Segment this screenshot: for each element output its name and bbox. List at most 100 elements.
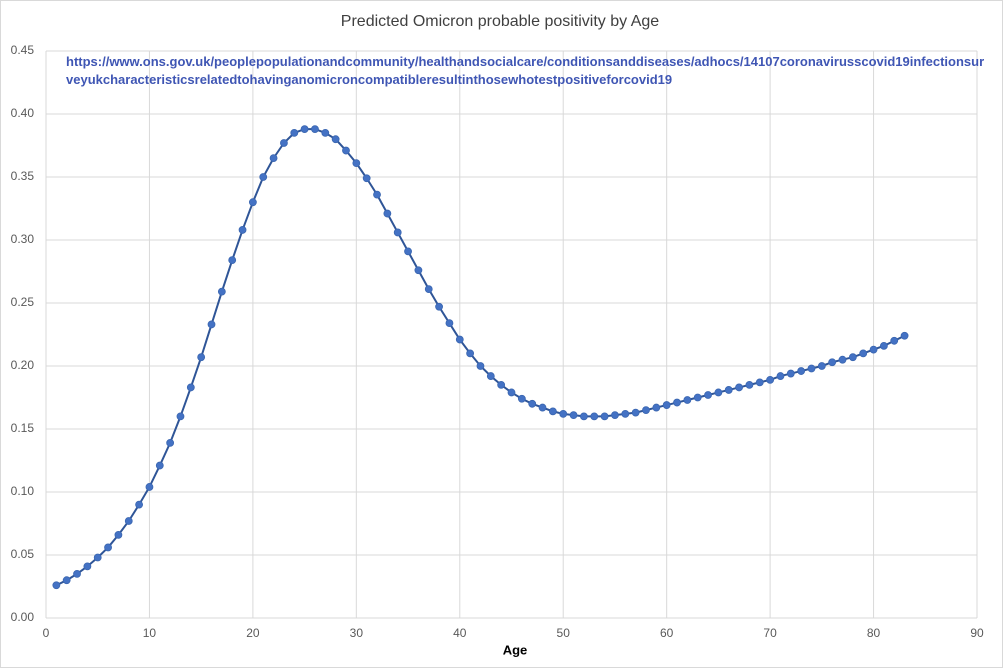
data-point (248, 198, 257, 207)
data-point (776, 372, 785, 380)
x-tick-label: 0 (43, 626, 50, 640)
data-point (269, 154, 278, 163)
data-point (538, 403, 547, 412)
data-point (290, 128, 299, 137)
data-point (352, 159, 361, 168)
data-point (155, 461, 164, 470)
data-point (745, 380, 754, 389)
data-point (135, 500, 144, 509)
data-point (445, 319, 454, 328)
y-tick-label: 0.20 (11, 358, 35, 372)
data-point (848, 353, 857, 362)
y-tick-label: 0.10 (11, 484, 35, 498)
data-point (900, 331, 909, 340)
data-point (859, 349, 868, 358)
data-point (590, 412, 599, 421)
data-point (828, 358, 837, 367)
data-point (228, 256, 237, 265)
chart-title: Predicted Omicron probable positivity by… (341, 13, 659, 30)
x-tick-label: 30 (350, 626, 364, 640)
data-point (424, 285, 433, 294)
data-point (786, 369, 795, 378)
data-point (486, 372, 495, 380)
data-point (673, 398, 681, 407)
data-point (631, 408, 640, 417)
y-tick-label: 0.15 (11, 421, 35, 435)
data-point (817, 362, 826, 370)
x-tick-label: 70 (763, 626, 777, 640)
source-annotation: https://www.ons.gov.uk/peoplepopulationa… (66, 54, 985, 87)
x-tick-label: 50 (557, 626, 571, 640)
data-point (466, 349, 475, 358)
data-point (197, 353, 206, 362)
data-point (186, 383, 195, 392)
y-tick-label: 0.25 (11, 295, 35, 309)
y-tick-label: 0.40 (11, 106, 35, 120)
data-point (373, 190, 381, 199)
data-point (321, 128, 330, 137)
data-point (455, 335, 464, 344)
y-tick-label: 0.30 (11, 232, 35, 246)
data-point (176, 412, 185, 421)
data-point (704, 391, 712, 399)
data-point (93, 553, 102, 562)
data-point (611, 411, 619, 420)
data-point (890, 336, 899, 345)
data-point (114, 530, 123, 539)
data-point (280, 139, 288, 147)
y-tick-label: 0.00 (11, 610, 35, 624)
data-point (497, 380, 506, 389)
data-point (724, 386, 733, 394)
data-point (300, 125, 309, 134)
y-tick-label: 0.35 (11, 169, 35, 183)
x-tick-label: 60 (660, 626, 674, 640)
data-point (404, 247, 412, 256)
data-point (238, 226, 247, 234)
y-tick-label: 0.45 (11, 43, 35, 57)
data-point (797, 367, 806, 375)
data-point (331, 135, 340, 144)
data-point (662, 401, 671, 409)
x-tick-label: 80 (867, 626, 881, 640)
data-point (166, 438, 175, 447)
data-point (569, 411, 578, 420)
data-point (52, 581, 61, 590)
data-point (580, 412, 588, 421)
data-point (73, 570, 81, 578)
data-point (880, 341, 888, 350)
data-point (383, 209, 392, 218)
x-tick-label: 10 (143, 626, 157, 640)
y-tick-label: 0.05 (11, 547, 35, 561)
data-point (735, 383, 743, 392)
data-point (217, 287, 226, 296)
data-point (559, 409, 568, 418)
data-point (548, 407, 557, 416)
x-tick-label: 40 (453, 626, 467, 640)
data-point (807, 364, 816, 373)
data-point (104, 543, 112, 552)
data-point (435, 302, 443, 311)
data-point (621, 409, 630, 418)
data-point (476, 362, 485, 370)
data-point (207, 320, 216, 329)
data-point (869, 345, 878, 354)
data-point (342, 146, 350, 155)
data-point (517, 394, 526, 403)
x-axis-label: Age (503, 642, 528, 657)
data-point (642, 406, 650, 415)
data-point (145, 483, 154, 491)
data-point (62, 576, 71, 585)
data-point (311, 125, 319, 134)
x-tick-label: 20 (246, 626, 260, 640)
x-tick-label: 90 (970, 626, 984, 640)
data-point (259, 173, 268, 181)
data-point (714, 388, 723, 397)
data-point (838, 355, 847, 364)
data-point (683, 396, 692, 404)
data-point (124, 517, 133, 525)
data-point (507, 388, 516, 397)
data-point (393, 228, 402, 237)
data-point (414, 266, 423, 275)
